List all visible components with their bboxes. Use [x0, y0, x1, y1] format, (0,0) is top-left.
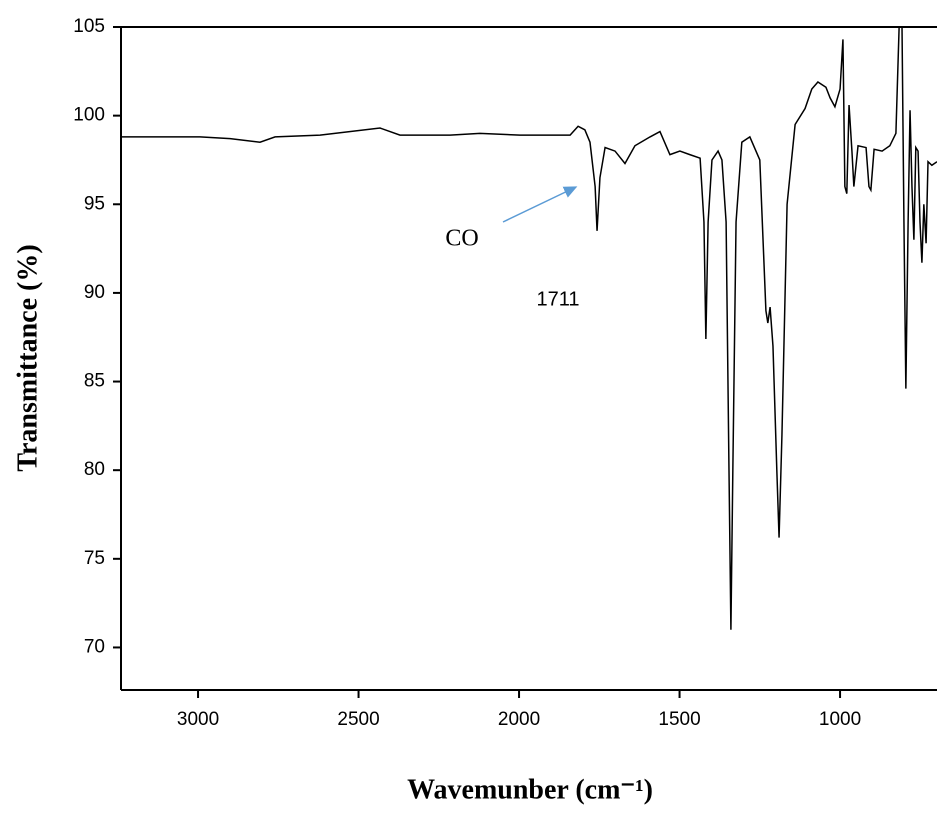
spectrum-line: [121, 27, 937, 630]
x-tick-label: 1000: [819, 709, 861, 730]
x-tick-label: 3000: [177, 709, 219, 730]
y-tick-label: 90: [84, 282, 105, 303]
annotation: 1711: [536, 288, 579, 310]
x-tick-label: 2500: [337, 709, 379, 730]
x-tick-label: 1500: [658, 709, 700, 730]
y-axis-label: Transmittance (%): [12, 244, 43, 471]
y-tick-label: 75: [84, 548, 105, 569]
y-tick-label: 105: [73, 16, 105, 37]
x-tick-label: 2000: [498, 709, 540, 730]
annotation: CO: [445, 226, 478, 252]
annotation-arrow: [502, 186, 578, 223]
y-tick-label: 70: [84, 636, 105, 657]
y-tick-label: 80: [84, 459, 105, 480]
y-tick-label: 85: [84, 371, 105, 392]
x-axis-label: Wavemunber (cm⁻¹): [407, 774, 653, 805]
y-tick-label: 95: [84, 193, 105, 214]
y-tick-label: 100: [73, 105, 105, 126]
